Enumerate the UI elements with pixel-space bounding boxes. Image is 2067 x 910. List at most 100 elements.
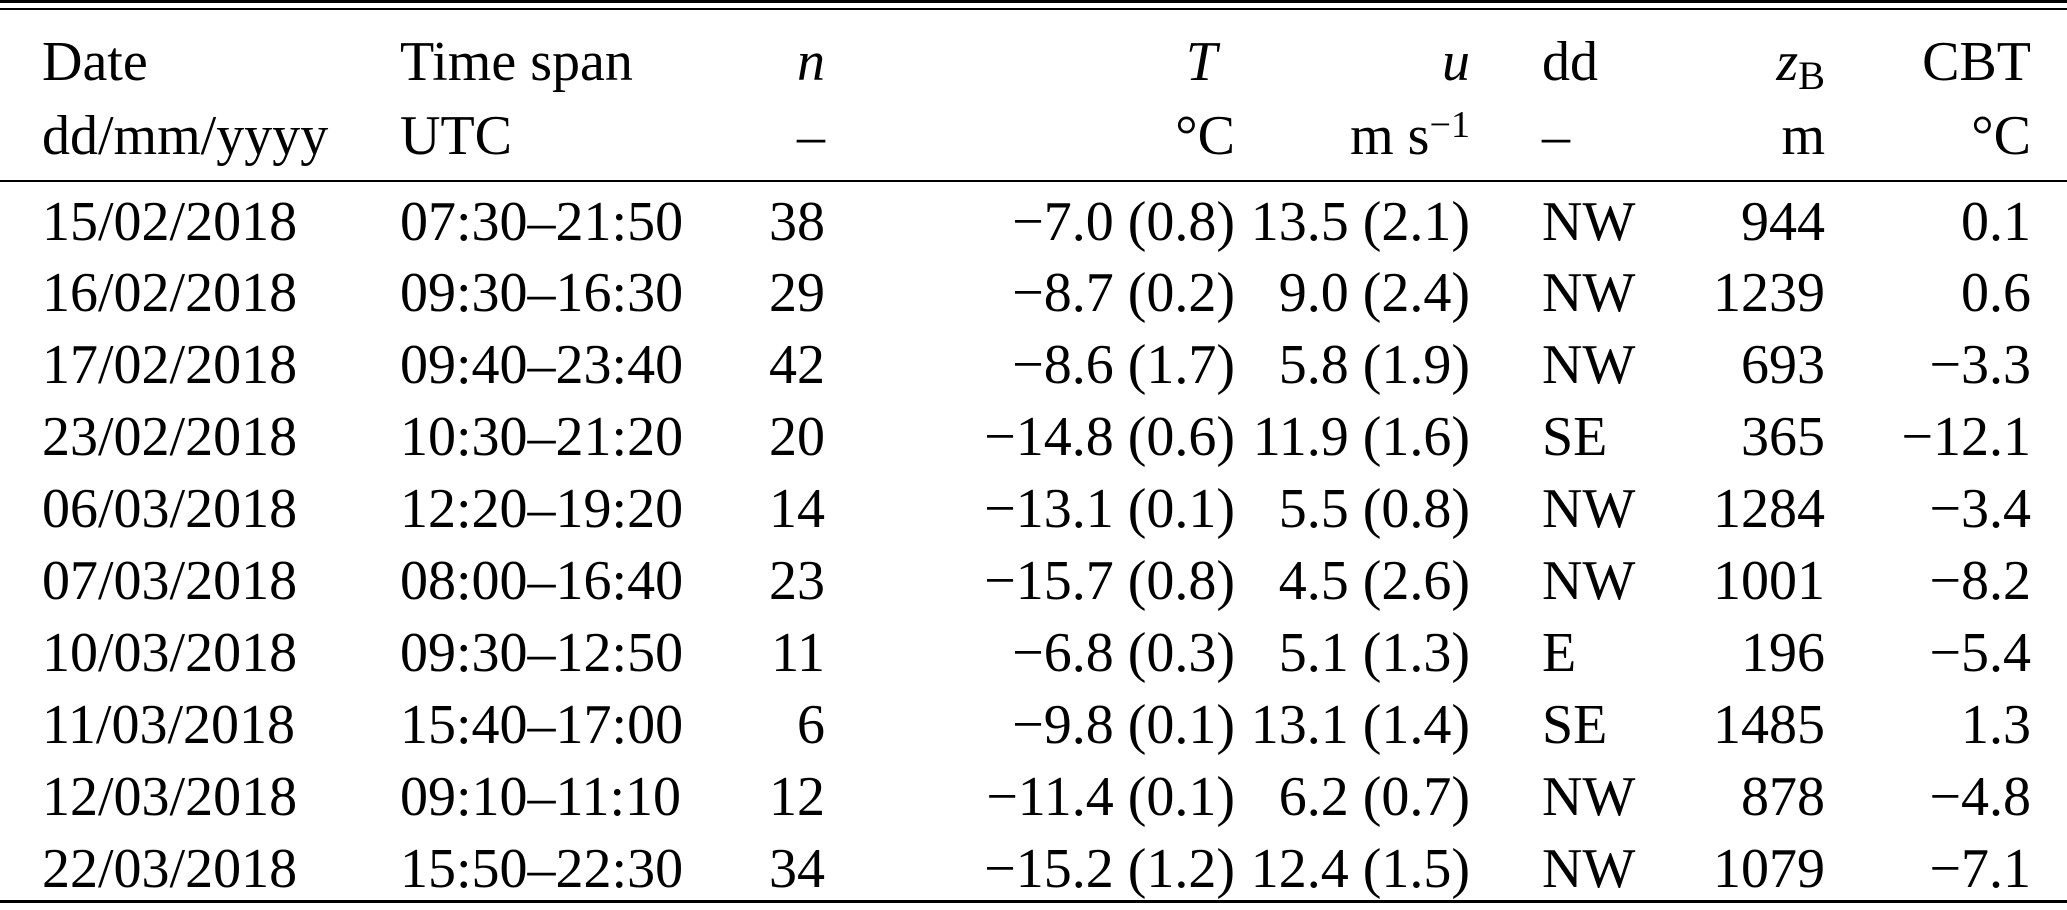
cell-date: 06/03/2018	[42, 478, 298, 540]
table-row: 12/03/2018 09:10–11:10 12 −11.4 (0.1) 6.…	[0, 757, 2067, 829]
cell-date: 11/03/2018	[42, 694, 296, 756]
cell-temperature: −6.8 (0.3)	[1012, 622, 1235, 684]
col-unit-wind-speed: m s−1	[1235, 92, 1470, 182]
cell-temperature: −7.0 (0.8)	[1012, 190, 1235, 253]
unit-ms-exponent: −1	[1429, 103, 1470, 146]
cell-cbt: −12.1	[1901, 406, 2031, 468]
col-header-wind-speed: u	[1442, 31, 1470, 93]
header-label-row: Date Time span n T u dd zB CBT	[0, 12, 2067, 96]
cell-cbt: −5.4	[1929, 622, 2031, 684]
cell-time-span: 09:10–11:10	[400, 766, 682, 828]
cell-wind-direction: NW	[1542, 838, 1636, 900]
col-header-zb: zB	[1650, 12, 1825, 96]
cell-cbt: −4.8	[1929, 766, 2031, 828]
cell-time-span: 09:30–16:30	[400, 262, 684, 324]
cell-temperature: −8.6 (1.7)	[1012, 334, 1235, 396]
cell-wind-speed: 13.1 (1.4)	[1250, 694, 1470, 756]
cell-n: 29	[769, 262, 825, 324]
cell-wind-direction: SE	[1542, 694, 1608, 756]
cell-cbt: −8.2	[1929, 550, 2031, 612]
cell-n: 42	[769, 334, 825, 396]
cell-wind-direction: NW	[1542, 478, 1636, 540]
cell-time-span: 08:00–16:40	[400, 550, 684, 612]
cell-zb: 1284	[1713, 478, 1825, 540]
col-unit-time-span: UTC	[355, 92, 675, 182]
cell-temperature: −14.8 (0.6)	[984, 406, 1235, 468]
cell-zb: 1001	[1713, 550, 1825, 612]
cell-temperature: −11.4 (0.1)	[986, 766, 1235, 828]
col-unit-zb: m	[1650, 92, 1825, 182]
table-row: 16/02/2018 09:30–16:30 29 −8.7 (0.2) 9.0…	[0, 253, 2067, 325]
cell-n: 34	[769, 838, 825, 900]
col-unit-cbt: °C	[1825, 92, 2067, 182]
col-unit-temperature: °C	[825, 92, 1235, 182]
table-row: 07/03/2018 08:00–16:40 23 −15.7 (0.8) 4.…	[0, 541, 2067, 613]
cell-zb: 944	[1741, 190, 1825, 253]
cell-temperature: −13.1 (0.1)	[984, 478, 1235, 540]
cell-wind-speed: 12.4 (1.5)	[1250, 838, 1470, 900]
cell-date: 23/02/2018	[42, 406, 298, 468]
table-row: 22/03/2018 15:50–22:30 34 −15.2 (1.2) 12…	[0, 829, 2067, 901]
table-body: 15/02/2018 07:30–21:50 38 −7.0 (0.8) 13.…	[0, 181, 2067, 901]
cell-date: 10/03/2018	[42, 622, 298, 684]
cell-n: 38	[769, 190, 825, 253]
cell-zb: 1239	[1713, 262, 1825, 324]
cell-zb: 693	[1741, 334, 1825, 396]
col-header-temperature: T	[1185, 31, 1217, 93]
cell-wind-speed: 4.5 (2.6)	[1278, 550, 1470, 612]
cell-cbt: −3.4	[1929, 478, 2031, 540]
table-bottom-rule	[0, 900, 2067, 903]
cell-wind-speed: 5.8 (1.9)	[1278, 334, 1470, 396]
cell-wind-speed: 11.9 (1.6)	[1252, 406, 1470, 468]
cell-date: 12/03/2018	[42, 766, 298, 828]
table-row: 15/02/2018 07:30–21:50 38 −7.0 (0.8) 13.…	[0, 181, 2067, 253]
table-header: Date Time span n T u dd zB CBT dd/mm/yyy…	[0, 12, 2067, 182]
cell-cbt: 0.1	[1961, 190, 2031, 253]
cell-date: 17/02/2018	[42, 334, 298, 396]
cell-n: 11	[771, 622, 825, 684]
cell-wind-direction: NW	[1542, 190, 1636, 253]
col-unit-date: dd/mm/yyyy	[0, 92, 355, 182]
table-top-rule-thin	[0, 8, 2067, 10]
cell-time-span: 07:30–21:50	[400, 190, 684, 253]
cell-time-span: 15:40–17:00	[400, 694, 684, 756]
cell-time-span: 09:40–23:40	[400, 334, 684, 396]
cell-cbt: −7.1	[1929, 838, 2031, 900]
cell-wind-direction: NW	[1542, 766, 1636, 828]
cell-date: 22/03/2018	[42, 838, 298, 900]
cell-date: 07/03/2018	[42, 550, 298, 612]
cell-zb: 1485	[1713, 694, 1825, 756]
col-header-wind-direction: dd	[1542, 31, 1598, 93]
cell-wind-speed: 9.0 (2.4)	[1278, 262, 1470, 324]
cell-zb: 1079	[1713, 838, 1825, 900]
table-row: 17/02/2018 09:40–23:40 42 −8.6 (1.7) 5.8…	[0, 325, 2067, 397]
cell-time-span: 12:20–19:20	[400, 478, 684, 540]
cell-cbt: −3.3	[1929, 334, 2031, 396]
cell-wind-direction: E	[1542, 622, 1577, 684]
cell-temperature: −9.8 (0.1)	[1012, 694, 1235, 756]
table-row: 11/03/2018 15:40–17:00 6 −9.8 (0.1) 13.1…	[0, 685, 2067, 757]
header-unit-row: dd/mm/yyyy UTC – °C m s−1 – m °C	[0, 92, 2067, 182]
cell-wind-direction: NW	[1542, 550, 1636, 612]
cell-n: 20	[769, 406, 825, 468]
table-row: 06/03/2018 12:20–19:20 14 −13.1 (0.1) 5.…	[0, 469, 2067, 541]
cell-time-span: 10:30–21:20	[400, 406, 684, 468]
cell-temperature: −15.7 (0.8)	[984, 550, 1235, 612]
zb-subscript: B	[1798, 52, 1825, 98]
cell-zb: 878	[1741, 766, 1825, 828]
col-header-n: n	[797, 31, 825, 93]
cell-n: 23	[769, 550, 825, 612]
col-header-cbt: CBT	[1922, 31, 2031, 93]
col-header-time-span: Time span	[400, 31, 633, 93]
cell-cbt: 1.3	[1961, 694, 2031, 756]
cell-wind-direction: SE	[1542, 406, 1608, 468]
cell-wind-direction: NW	[1542, 262, 1636, 324]
measurement-table: Date Time span n T u dd zB CBT dd/mm/yyy…	[0, 12, 2067, 901]
table-row: 10/03/2018 09:30–12:50 11 −6.8 (0.3) 5.1…	[0, 613, 2067, 685]
col-header-date: Date	[42, 31, 148, 93]
cell-temperature: −15.2 (1.2)	[984, 838, 1235, 900]
cell-n: 12	[769, 766, 825, 828]
cell-n: 14	[769, 478, 825, 540]
col-unit-n: –	[675, 92, 825, 182]
